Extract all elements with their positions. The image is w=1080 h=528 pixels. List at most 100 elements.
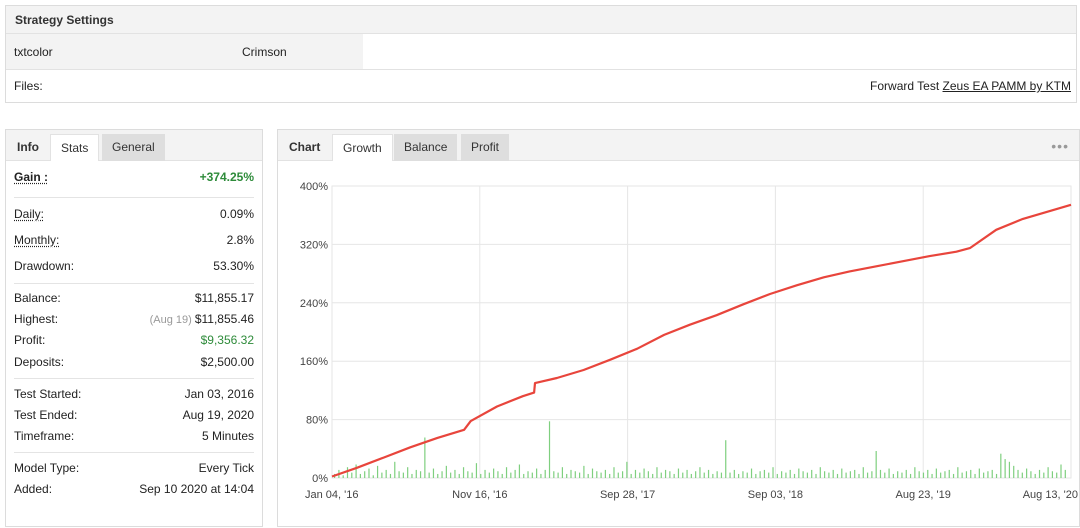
tab-growth[interactable]: Growth bbox=[332, 134, 393, 161]
stat-label[interactable]: Gain : bbox=[14, 170, 49, 184]
chart-tabs: Chart Growth Balance Profit ••• bbox=[278, 130, 1079, 161]
forward-test-info: Forward Test Zeus EA PAMM by KTM bbox=[870, 79, 1071, 93]
volume-bar bbox=[634, 469, 637, 478]
volume-bar bbox=[789, 469, 791, 478]
volume-bar bbox=[940, 472, 942, 478]
volume-bar bbox=[411, 473, 413, 478]
y-tick-label: 240% bbox=[300, 298, 328, 310]
volume-bar bbox=[952, 473, 955, 478]
tab-balance[interactable]: Balance bbox=[394, 134, 458, 161]
stat-daily: Daily: 0.09% bbox=[14, 207, 254, 225]
divider bbox=[14, 197, 254, 198]
volume-bar bbox=[351, 472, 353, 478]
volume-bar bbox=[385, 469, 387, 478]
stat-value: 0.09% bbox=[219, 207, 254, 221]
volume-bar bbox=[501, 473, 503, 478]
volume-bar bbox=[1004, 459, 1006, 478]
plot-area bbox=[331, 185, 1072, 479]
volume-bar bbox=[897, 471, 899, 478]
volume-bar bbox=[669, 471, 671, 478]
volume-bar bbox=[523, 473, 525, 478]
tab-general[interactable]: General bbox=[102, 134, 165, 161]
volume-bar bbox=[1051, 471, 1054, 478]
volume-bar bbox=[690, 473, 692, 478]
stat-highest: Highest: (Aug 19) $11,855.46 bbox=[14, 312, 254, 330]
volume-bar bbox=[639, 472, 641, 478]
volume-bar bbox=[716, 471, 718, 478]
volume-bar bbox=[875, 451, 877, 478]
stat-label: Model Type: bbox=[14, 461, 80, 475]
volume-bar bbox=[931, 473, 933, 478]
x-tick-label: Jan 04, '16 bbox=[305, 489, 358, 501]
volume-bar bbox=[798, 468, 800, 478]
more-dots-icon[interactable]: ••• bbox=[1051, 138, 1069, 154]
volume-bar bbox=[462, 467, 465, 478]
volume-bar bbox=[394, 461, 396, 478]
volume-bar bbox=[398, 471, 400, 478]
volume-bar bbox=[484, 469, 486, 478]
x-tick-label: Nov 16, '16 bbox=[452, 489, 507, 501]
volume-bar bbox=[613, 467, 615, 478]
volume-bar bbox=[871, 471, 873, 478]
stat-value: $11,855.46 bbox=[194, 312, 254, 326]
volume-bar bbox=[407, 467, 409, 478]
volume-bar bbox=[935, 468, 937, 478]
volume-bar bbox=[402, 472, 404, 478]
stat-value: +374.25% bbox=[199, 170, 254, 184]
volume-bar bbox=[553, 471, 555, 478]
volume-bar bbox=[609, 473, 611, 478]
volume-bar bbox=[746, 472, 748, 478]
x-tick-label: Aug 13, '20 bbox=[1023, 489, 1078, 501]
strategy-settings-panel: Strategy Settings txtcolor Crimson Files… bbox=[5, 5, 1077, 103]
volume-bar bbox=[819, 467, 821, 478]
volume-bar bbox=[781, 471, 783, 478]
volume-bar bbox=[1008, 461, 1011, 478]
tab-stats[interactable]: Stats bbox=[50, 134, 100, 161]
stat-value: Aug 19, 2020 bbox=[182, 408, 254, 422]
volume-bar bbox=[806, 472, 809, 478]
stat-gain: Gain : +374.25% bbox=[14, 170, 254, 188]
volume-bar bbox=[729, 472, 731, 478]
y-tick-label: 320% bbox=[300, 239, 328, 251]
stat-label: Drawdown: bbox=[14, 259, 75, 273]
volume-bar bbox=[815, 473, 817, 478]
volume-bar bbox=[480, 473, 482, 478]
volume-bar bbox=[755, 473, 757, 478]
volume-bar bbox=[793, 473, 796, 478]
volume-bar bbox=[518, 464, 521, 478]
volume-bar bbox=[574, 471, 576, 478]
forward-test-link[interactable]: Zeus EA PAMM by KTM bbox=[942, 79, 1071, 93]
volume-bar bbox=[432, 468, 435, 478]
stat-value: 5 Minutes bbox=[201, 429, 254, 443]
stat-value: 53.30% bbox=[213, 259, 254, 273]
growth-line bbox=[331, 203, 1072, 478]
volume-bar bbox=[557, 472, 559, 478]
volume-bar bbox=[832, 469, 834, 478]
volume-bar bbox=[742, 471, 744, 478]
tab-profit[interactable]: Profit bbox=[461, 134, 510, 161]
volume-bar bbox=[1034, 473, 1036, 478]
volume-bar bbox=[531, 472, 533, 478]
stat-test-ended: Test Ended: Aug 19, 2020 bbox=[14, 408, 254, 426]
volume-bar bbox=[617, 472, 619, 478]
volume-bar bbox=[987, 471, 989, 478]
volume-bar bbox=[514, 469, 516, 478]
volume-bar bbox=[570, 469, 572, 478]
volume-bar bbox=[630, 473, 632, 478]
stat-timeframe: Timeframe: 5 Minutes bbox=[14, 429, 254, 447]
volume-bar bbox=[467, 471, 469, 478]
stat-label[interactable]: Daily: bbox=[14, 207, 45, 221]
volume-bar bbox=[493, 468, 495, 478]
volume-bar bbox=[372, 475, 374, 478]
stat-label[interactable]: Monthly: bbox=[14, 233, 60, 247]
volume-bar bbox=[733, 469, 735, 478]
x-tick-label: Aug 23, '19 bbox=[896, 489, 951, 501]
volume-bar bbox=[1017, 469, 1019, 478]
settings-param-cell bbox=[6, 34, 363, 69]
volume-bar bbox=[772, 467, 774, 478]
volume-bar bbox=[583, 465, 585, 478]
volume-bar bbox=[566, 473, 568, 478]
stat-deposits: Deposits: $2,500.00 bbox=[14, 355, 254, 373]
volume-bar bbox=[905, 469, 907, 478]
volume-bar bbox=[647, 471, 649, 478]
